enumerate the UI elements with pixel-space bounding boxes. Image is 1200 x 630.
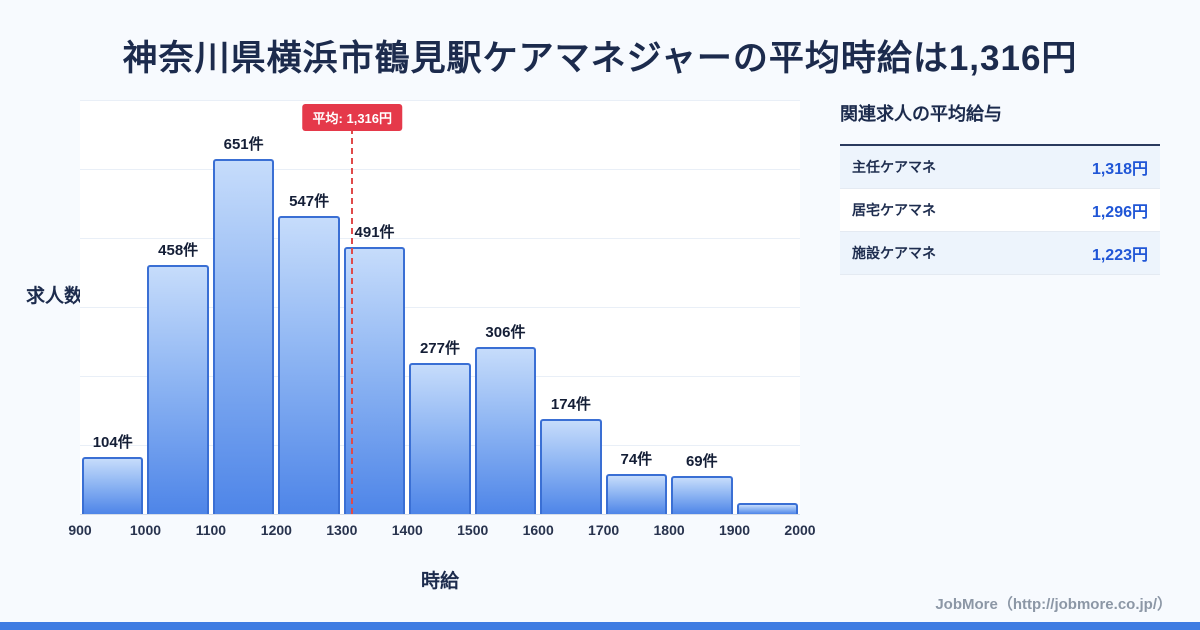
bar-cell: 651件 <box>211 100 276 514</box>
job-type-label: 主任ケアマネ <box>852 159 936 175</box>
side-panel-title: 関連求人の平均給与 <box>840 104 1002 124</box>
bar-value-label: 458件 <box>158 241 199 259</box>
x-tick-label: 1600 <box>522 522 554 538</box>
x-tick-label: 1400 <box>391 522 423 538</box>
footer-credit: JobMore（http://jobmore.co.jp/） <box>935 596 1172 613</box>
bar-value-label: 651件 <box>223 136 264 154</box>
x-tick-label: 2000 <box>784 522 816 538</box>
salary-value: 1,296円 <box>1091 204 1148 221</box>
bar-value-label: 277件 <box>419 340 460 358</box>
bar-cell: 69件 <box>669 100 734 514</box>
histogram-bar <box>147 264 209 514</box>
histogram-bar <box>540 419 602 514</box>
bar-cell: 547件 <box>276 100 341 514</box>
histogram-chart: 104件 458件 651件 547件 491件 277件 306件 174件 74件 69件 平… <box>80 100 800 515</box>
bar-cell: 74件 <box>604 100 669 514</box>
job-type-label: 居宅ケアマネ <box>852 202 936 218</box>
bar-value-label: 174件 <box>550 396 591 414</box>
bottom-accent-bar <box>0 622 1200 630</box>
x-axis-ticks: 900 1000 1100 1200 1300 1400 1500 1600 1700 1800 1… <box>68 522 815 542</box>
x-tick-label: 1800 <box>653 522 685 538</box>
x-tick-label: 900 <box>68 522 92 538</box>
x-axis-label: 時給 <box>420 571 459 592</box>
bar-cell: 104件 <box>80 100 145 514</box>
histogram-bar <box>474 347 537 514</box>
bar-value-label: 306件 <box>485 324 526 342</box>
histogram-bar <box>409 363 471 514</box>
histogram-bar <box>212 159 275 514</box>
average-badge: 平均: 1,316円 <box>302 104 403 131</box>
table-row: 主任ケアマネ 1,318円 <box>840 146 1160 189</box>
histogram-bar <box>82 457 144 514</box>
histogram-bar <box>605 473 668 514</box>
x-tick-label: 1000 <box>129 522 162 538</box>
x-tick-label: 1300 <box>326 522 358 538</box>
related-jobs-panel: 関連求人の平均給与 主任ケアマネ 1,318円居宅ケアマネ 1,296円施設ケアマネ… <box>840 100 1160 275</box>
x-tick-label: 1500 <box>457 522 489 538</box>
x-tick-label: 1900 <box>718 522 751 538</box>
related-jobs-table: 主任ケアマネ 1,318円居宅ケアマネ 1,296円施設ケアマネ 1,223円 <box>840 144 1160 275</box>
x-tick-label: 1200 <box>260 522 292 538</box>
bar-cell: 306件 <box>473 100 538 514</box>
x-tick-label: 1100 <box>195 522 227 538</box>
bars-row: 104件 458件 651件 547件 491件 277件 306件 174件 74件 69件 <box>80 100 800 514</box>
table-row: 施設ケアマネ 1,223円 <box>840 232 1160 275</box>
y-axis-label: 求人数 <box>26 286 84 307</box>
bar-cell: 277件 <box>407 100 472 514</box>
bar-value-label: 547件 <box>289 193 330 211</box>
salary-value: 1,223円 <box>1091 247 1148 264</box>
average-line <box>351 128 354 514</box>
histogram-bar <box>671 476 733 514</box>
page-title: 神奈川県横浜市鶴見駅ケアマネジャーの平均時給は1,316円 <box>122 39 1078 78</box>
bar-cell: 174件 <box>538 100 603 514</box>
table-row: 居宅ケアマネ 1,296円 <box>840 189 1160 232</box>
salary-value: 1,318円 <box>1091 161 1148 178</box>
histogram-bar <box>736 503 798 514</box>
job-type-label: 施設ケアマネ <box>852 245 936 261</box>
bar-value-label: 104件 <box>92 434 133 452</box>
bar-cell: 491件 <box>342 100 407 514</box>
histogram-bar <box>278 216 340 514</box>
bar-value-label: 69件 <box>685 453 718 471</box>
bar-cell <box>735 100 800 514</box>
bar-value-label: 491件 <box>354 223 395 241</box>
x-tick-label: 1700 <box>588 522 620 538</box>
bar-cell: 458件 <box>145 100 210 514</box>
bar-value-label: 74件 <box>620 450 653 468</box>
histogram-bar <box>343 246 406 514</box>
